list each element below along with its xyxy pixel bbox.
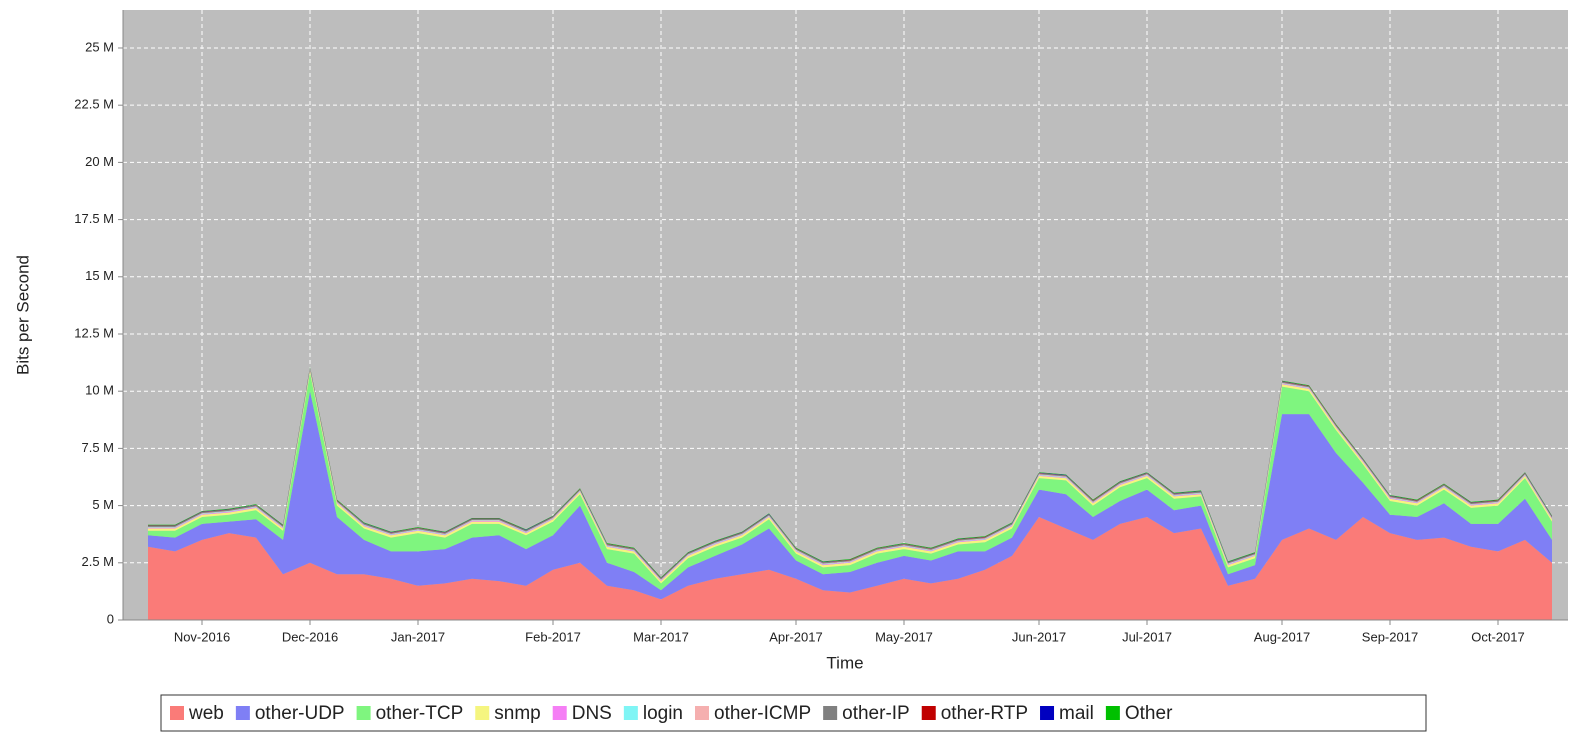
y-tick-label: 22.5 M: [74, 97, 114, 112]
legend-label: mail: [1059, 703, 1094, 724]
x-axis-label: Time: [826, 653, 863, 672]
legend-label: login: [643, 703, 683, 724]
legend-label: other-TCP: [376, 703, 464, 724]
legend-swatch: [695, 706, 709, 720]
legend-swatch: [475, 706, 490, 720]
y-tick-label: 25 M: [85, 39, 114, 54]
x-tick-label: May-2017: [875, 629, 933, 644]
y-tick-label: 0: [107, 611, 114, 626]
x-tick-label: Feb-2017: [525, 629, 581, 644]
area-other-udp: [148, 391, 1552, 600]
y-tick-label: 20 M: [85, 154, 114, 169]
legend-swatch: [1040, 706, 1055, 720]
x-tick-label: Sep-2017: [1362, 629, 1418, 644]
y-tick-label: 12.5 M: [74, 325, 114, 340]
legend-label: web: [188, 703, 224, 724]
legend-swatch: [921, 706, 936, 720]
legend-label: Other: [1125, 703, 1173, 724]
legend-label: DNS: [572, 703, 612, 724]
y-tick-label: 7.5 M: [81, 440, 114, 455]
legend-label: other-UDP: [255, 703, 345, 724]
x-tick-label: Jan-2017: [391, 629, 445, 644]
y-tick-label: 10 M: [85, 383, 114, 398]
x-tick-label: Apr-2017: [769, 629, 822, 644]
x-tick-label: Dec-2016: [282, 629, 338, 644]
legend-swatch: [356, 706, 371, 720]
legend-swatch: [823, 706, 838, 720]
legend-box: [160, 694, 1427, 732]
y-tick-label: 5 M: [92, 497, 114, 512]
x-tick-label: Jul-2017: [1122, 629, 1172, 644]
x-tick-label: Aug-2017: [1254, 629, 1310, 644]
legend-swatch: [1105, 706, 1120, 720]
x-tick-label: Nov-2016: [174, 629, 230, 644]
x-tick-label: Mar-2017: [633, 629, 689, 644]
y-tick-label: 17.5 M: [74, 211, 114, 226]
legend-label: other-RTP: [941, 703, 1028, 724]
y-tick-label: 2.5 M: [81, 554, 114, 569]
legend-swatch: [170, 706, 184, 720]
x-tick-label: Jun-2017: [1012, 629, 1066, 644]
areas: [148, 366, 1552, 620]
legend-label: snmp: [494, 703, 540, 724]
legend-label: other-ICMP: [714, 703, 811, 724]
x-tick-label: Oct-2017: [1471, 629, 1524, 644]
legend-swatch: [552, 706, 567, 720]
y-tick-label: 15 M: [85, 268, 114, 283]
legend-swatch: [623, 706, 638, 720]
area-web: [148, 517, 1552, 620]
legend-swatch: [235, 706, 250, 720]
legend-label: other-IP: [842, 703, 910, 724]
y-axis-label: Bits per Second: [13, 255, 32, 375]
